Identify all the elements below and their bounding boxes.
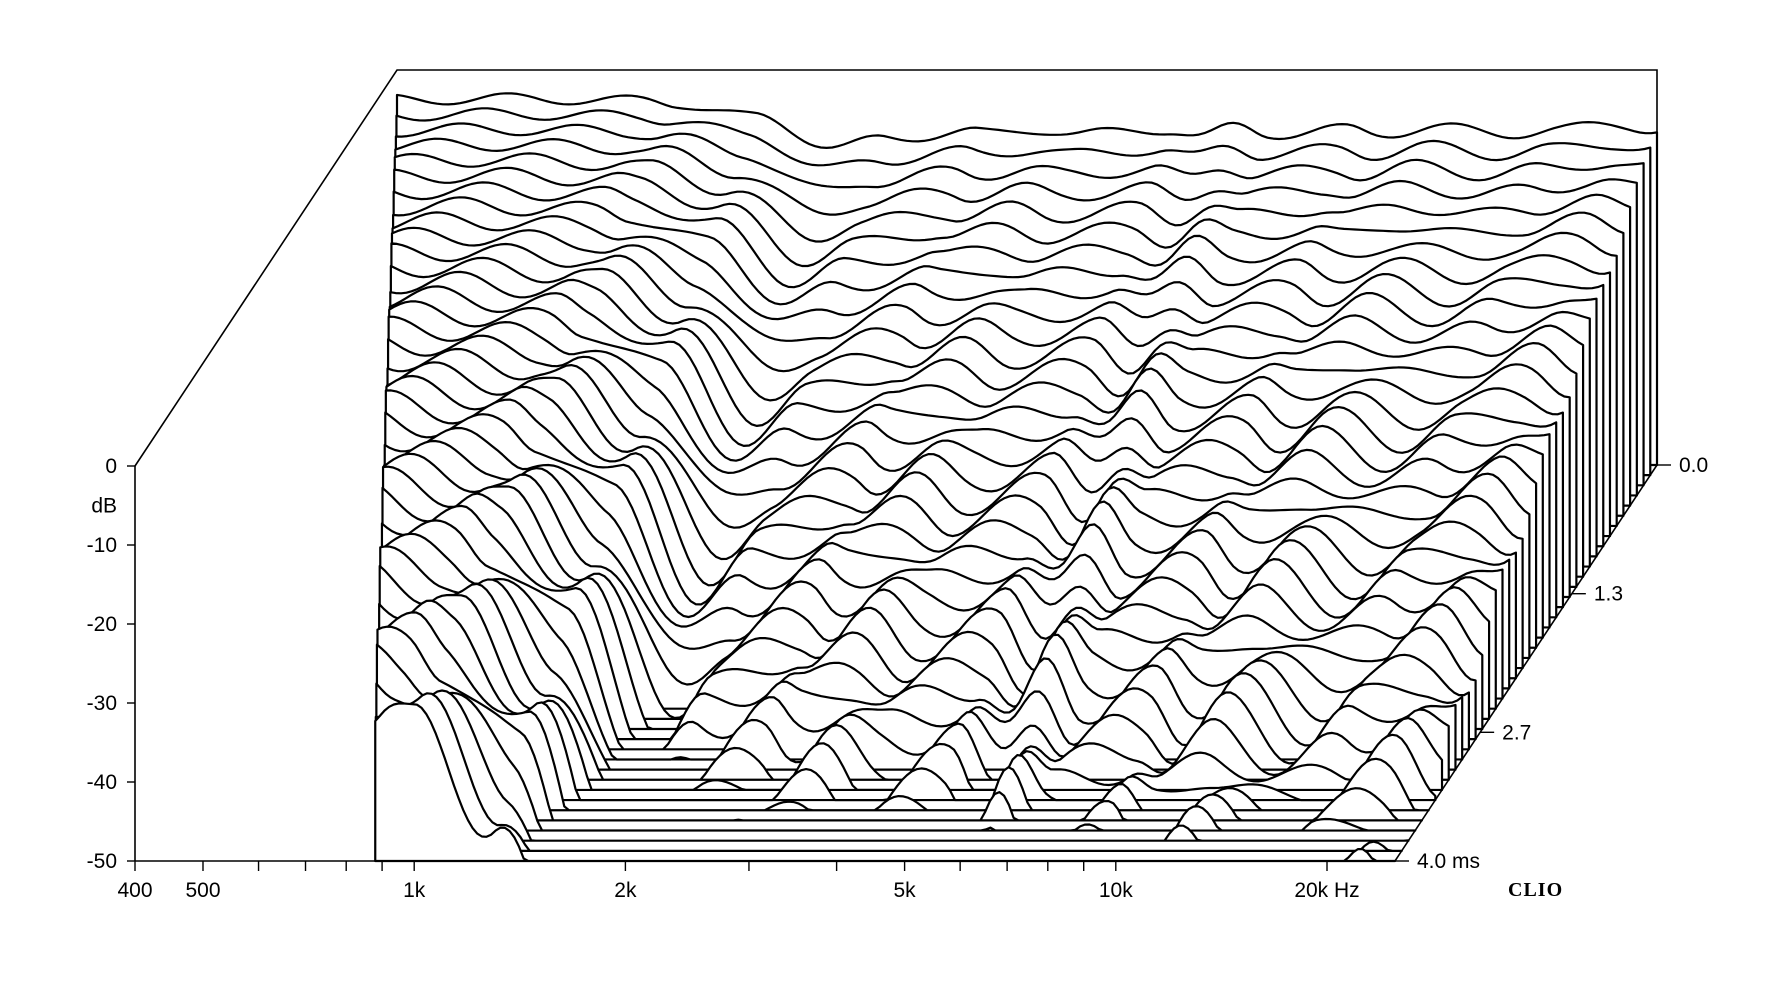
time-tick-label: 2.7 [1502, 721, 1531, 744]
db-unit-label: dB [91, 495, 117, 518]
db-tick-label: -30 [87, 692, 117, 715]
waterfall-slice [381, 486, 1484, 731]
time-tick-label: 4.0 ms [1417, 850, 1480, 873]
time-tick-label: 1.3 [1594, 583, 1623, 606]
axes: 0 -10 -20 -30 -40 -50 dB 400 500 1k 2k 5k 10k 20k Hz 0… [87, 454, 1709, 902]
db-tick-label: -10 [87, 534, 117, 557]
frequency-tick-label: 500 [185, 879, 220, 902]
frequency-tick-label: 10k [1099, 879, 1133, 902]
waterfall-slices [374, 92, 1659, 863]
frequency-tick-label: 400 [117, 879, 152, 902]
frequency-tick-label: 1k [403, 879, 426, 902]
db-tick-label: -20 [87, 613, 117, 636]
db-tick-label: -50 [87, 850, 117, 873]
frequency-tick-label: 20k Hz [1294, 879, 1359, 902]
frequency-tick-label: 2k [614, 879, 637, 902]
db-tick-label: -40 [87, 771, 117, 794]
frequency-tick-label: 5k [894, 879, 917, 902]
time-axis-line [1394, 464, 1658, 862]
time-tick-label: 0.0 [1679, 454, 1708, 477]
clio-brand-label: CLIO [1508, 879, 1563, 901]
db-tick-label: 0 [105, 455, 117, 478]
